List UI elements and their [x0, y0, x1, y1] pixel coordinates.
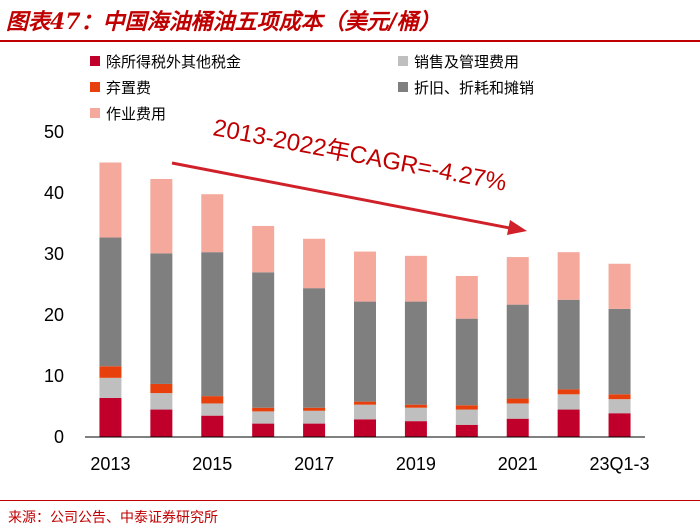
bar-segment-sga — [404, 407, 427, 422]
x-tick-label: 23Q1-3 — [590, 454, 650, 474]
bar-segment-tax — [150, 409, 173, 437]
bar-segment-tax — [354, 419, 376, 437]
legend-swatch-sga — [398, 56, 408, 66]
bar-segment-abandon — [252, 407, 275, 412]
bar-segment-opex — [201, 194, 224, 253]
bar-segment-abandon — [506, 398, 529, 404]
bar-segment-abandon — [557, 389, 580, 395]
x-axis: 2013 2015 2017 2019 2021 23Q1-3 — [85, 436, 650, 474]
legend-label-abandon: 弃置费 — [106, 79, 151, 97]
bar-segment-sga — [201, 403, 224, 416]
y-tick-label: 50 — [44, 122, 64, 142]
y-tick-label: 40 — [44, 183, 64, 203]
bar-segment-opex — [252, 225, 275, 273]
bar-segment-tax — [557, 409, 580, 437]
bar-segment-dda — [201, 252, 224, 397]
bar-segment-dda — [557, 299, 580, 390]
trend-arrow-line — [171, 161, 516, 231]
bar-segment-dda — [150, 253, 173, 384]
bar-segment-abandon — [404, 404, 427, 408]
footer-rule — [0, 500, 700, 501]
bar-segment-dda — [354, 301, 376, 402]
bar-segment-dda — [99, 237, 122, 367]
bar-segment-dda — [252, 272, 275, 408]
y-tick-label: 20 — [44, 305, 64, 325]
bar-segment-abandon — [455, 405, 478, 410]
bar-segment-sga — [150, 393, 173, 410]
bar-segment-tax — [303, 423, 326, 437]
bar-segment-dda — [455, 318, 478, 406]
y-tick-label: 30 — [44, 244, 64, 264]
x-tick-label: 2021 — [498, 454, 538, 474]
bar-segment-abandon — [354, 401, 376, 405]
legend-label-opex: 作业费用 — [106, 105, 166, 123]
legend-label-sga: 销售及管理费用 — [414, 53, 519, 71]
y-tick-label: 0 — [54, 427, 64, 447]
bar-segment-dda — [404, 301, 427, 405]
cagr-annotation: 2013-2022年CAGR=-4.27% — [171, 114, 527, 235]
bar-segment-sga — [506, 403, 529, 419]
bars — [99, 162, 631, 437]
bar-segment-abandon — [303, 407, 326, 411]
bar-segment-sga — [99, 377, 122, 398]
bar-segment-sga — [354, 404, 376, 420]
stacked-bar-chart: 除所得税外其他税金 销售及管理费用 弃置费 折旧、折耗和摊销 作业费用 0 10 2… — [44, 53, 650, 474]
y-tick-label: 10 — [44, 366, 64, 386]
bar-segment-opex — [150, 178, 173, 254]
bar-segment-sga — [455, 409, 478, 425]
x-tick-label: 2017 — [294, 454, 334, 474]
bar-segment-opex — [608, 263, 631, 309]
bar-segment-abandon — [608, 394, 631, 400]
bar-segment-dda — [608, 308, 631, 395]
legend-label-tax: 除所得税外其他税金 — [106, 53, 241, 71]
bar-segment-sga — [557, 394, 580, 410]
x-tick-label: 2015 — [192, 454, 232, 474]
trend-arrowhead — [507, 220, 527, 235]
bar-segment-opex — [506, 257, 529, 305]
chart-title: 图表47：中国海油桶油五项成本（美元/桶） — [6, 9, 441, 35]
bar-segment-tax — [201, 415, 224, 437]
bar-segment-sga — [608, 399, 631, 414]
bar-segment-opex — [99, 162, 122, 238]
bar-segment-abandon — [201, 396, 224, 404]
bar-segment-tax — [608, 413, 631, 437]
bar-segment-opex — [404, 255, 427, 302]
bar-segment-dda — [303, 288, 326, 408]
cagr-label: 2013-2022年CAGR=-4.27% — [211, 114, 509, 196]
legend-swatch-opex — [90, 108, 100, 118]
bar-segment-tax — [455, 424, 478, 437]
y-axis: 0 10 20 30 40 50 — [44, 122, 64, 447]
bar-segment-opex — [303, 238, 326, 289]
bar-segment-tax — [252, 423, 275, 437]
title-rule — [0, 40, 700, 42]
bar-segment-opex — [354, 251, 376, 302]
bar-segment-opex — [455, 275, 478, 319]
bar-segment-opex — [557, 252, 580, 300]
bar-segment-dda — [506, 304, 529, 399]
bar-segment-sga — [303, 410, 326, 424]
legend-swatch-dda — [398, 82, 408, 92]
bar-segment-tax — [99, 397, 122, 437]
legend: 除所得税外其他税金 销售及管理费用 弃置费 折旧、折耗和摊销 作业费用 — [90, 53, 534, 123]
legend-swatch-tax — [90, 56, 100, 66]
legend-label-dda: 折旧、折耗和摊销 — [414, 79, 534, 97]
bar-segment-tax — [506, 418, 529, 437]
bar-segment-abandon — [99, 366, 122, 378]
legend-swatch-abandon — [90, 82, 100, 92]
bar-segment-abandon — [150, 383, 173, 394]
source-note: 来源：公司公告、中泰证券研究所 — [8, 510, 218, 526]
bar-segment-tax — [404, 421, 427, 437]
x-tick-label: 2013 — [90, 454, 130, 474]
bar-segment-sga — [252, 411, 275, 424]
x-tick-label: 2019 — [396, 454, 436, 474]
